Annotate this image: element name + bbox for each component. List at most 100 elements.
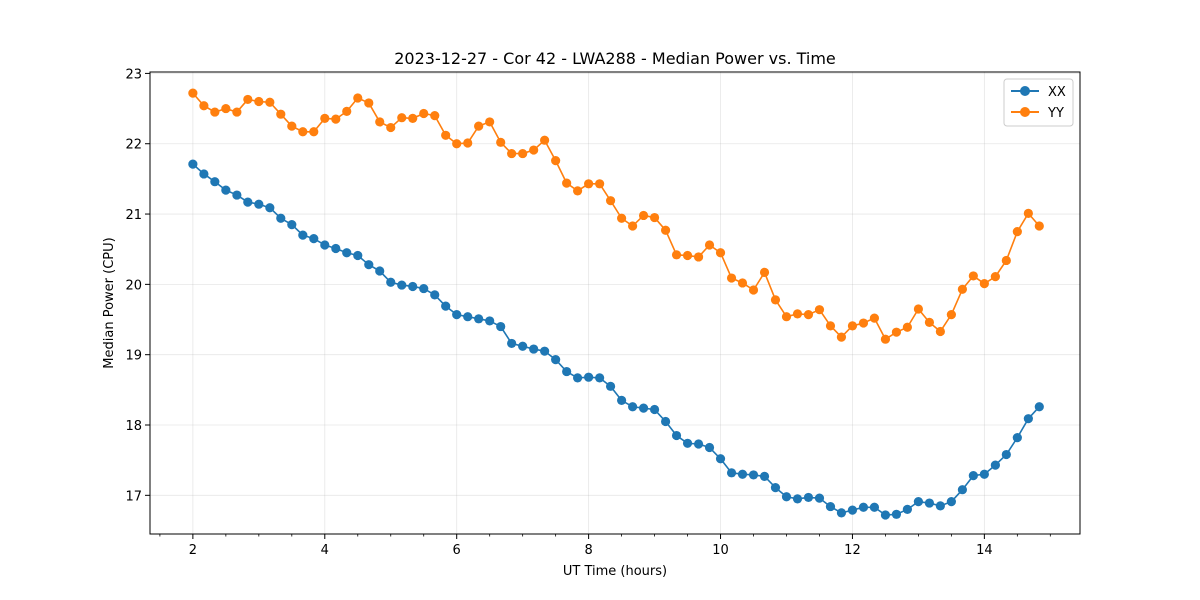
data-point-xx: [1034, 402, 1044, 412]
data-point-yy: [847, 321, 858, 331]
data-point-yy: [671, 250, 682, 260]
x-tick-label: 14: [976, 543, 993, 558]
data-point-xx: [364, 260, 374, 270]
data-point-xx: [968, 471, 978, 481]
data-point-yy: [649, 212, 660, 223]
y-tick-label: 19: [125, 349, 142, 364]
data-point-xx: [825, 501, 836, 512]
data-point-yy: [254, 96, 264, 107]
data-point-yy: [957, 284, 968, 294]
data-point-xx: [419, 283, 429, 294]
data-point-xx: [1012, 433, 1022, 443]
y-tick-label: 22: [125, 138, 142, 153]
data-point-xx: [353, 250, 363, 261]
data-point-xx: [551, 355, 561, 365]
data-point-xx: [869, 502, 880, 512]
data-point-yy: [287, 121, 297, 131]
data-point-xx: [836, 508, 847, 518]
data-point-yy: [375, 117, 385, 127]
data-point-yy: [595, 179, 605, 189]
data-point-yy: [770, 295, 781, 305]
data-point-yy: [232, 107, 242, 117]
data-point-yy: [353, 93, 363, 103]
data-point-xx: [430, 290, 440, 300]
data-point-xx: [342, 248, 352, 258]
data-point-yy: [584, 179, 594, 189]
data-point-yy: [781, 312, 792, 322]
data-point-xx: [814, 493, 825, 503]
data-point-xx: [726, 468, 737, 478]
data-point-xx: [386, 277, 396, 287]
data-point-yy: [792, 309, 803, 319]
data-point-xx: [507, 338, 517, 349]
data-point-yy: [693, 252, 704, 262]
data-point-xx: [496, 321, 506, 332]
data-point-yy: [562, 178, 572, 188]
data-point-yy: [1012, 227, 1022, 237]
data-point-yy: [913, 304, 924, 314]
data-point-xx: [847, 505, 858, 515]
data-point-xx: [693, 439, 704, 449]
data-point-yy: [924, 317, 935, 327]
data-point-xx: [254, 199, 264, 209]
data-point-yy: [573, 186, 583, 196]
data-point-yy: [210, 107, 220, 117]
data-point-yy: [704, 240, 715, 250]
data-point-yy: [386, 122, 396, 133]
data-point-yy: [715, 248, 726, 258]
data-point-xx: [463, 312, 473, 322]
x-tick-label: 6: [453, 543, 461, 558]
data-point-yy: [1001, 255, 1011, 266]
data-point-xx: [792, 494, 803, 504]
data-point-xx: [331, 243, 341, 254]
data-point-xx: [232, 190, 242, 200]
data-point-xx: [682, 438, 693, 448]
data-point-xx: [979, 469, 989, 479]
data-point-xx: [803, 492, 814, 503]
data-point-yy: [364, 98, 374, 108]
legend-label-yy: YY: [1047, 106, 1064, 121]
data-point-yy: [990, 272, 1000, 282]
data-point-xx: [441, 301, 451, 311]
data-point-xx: [1001, 449, 1011, 460]
data-point-xx: [913, 497, 924, 507]
data-point-yy: [759, 267, 770, 278]
x-tick-label: 4: [321, 543, 329, 558]
data-point-xx: [704, 442, 715, 453]
data-point-xx: [891, 509, 902, 519]
x-tick-label: 12: [844, 543, 861, 558]
data-point-xx: [562, 366, 572, 377]
data-point-xx: [265, 203, 275, 213]
grid: [150, 72, 1080, 534]
data-point-xx: [309, 234, 319, 244]
data-point-yy: [979, 279, 989, 289]
data-point-yy: [342, 106, 352, 116]
data-point-xx: [990, 460, 1000, 470]
data-point-yy: [638, 210, 649, 221]
data-point-yy: [188, 88, 198, 98]
data-point-yy: [518, 148, 528, 159]
data-point-xx: [924, 498, 935, 508]
data-point-yy: [419, 108, 429, 119]
data-point-xx: [737, 469, 748, 479]
x-axis-label: UT Time (hours): [563, 564, 667, 579]
data-point-xx: [243, 197, 253, 207]
data-point-yy: [221, 103, 231, 114]
data-point-yy: [331, 114, 341, 124]
x-tick-label: 8: [584, 543, 592, 558]
data-point-xx: [649, 404, 660, 415]
data-point-xx: [452, 310, 462, 320]
data-point-xx: [770, 482, 781, 493]
data-point-yy: [243, 94, 253, 105]
data-point-xx: [397, 280, 407, 290]
data-point-yy: [748, 285, 759, 295]
data-point-yy: [814, 305, 825, 315]
data-point-yy: [276, 109, 286, 119]
data-point-yy: [1034, 221, 1044, 231]
data-point-yy: [485, 117, 495, 127]
data-point-yy: [507, 148, 517, 159]
data-point-xx: [957, 485, 968, 495]
legend: XX YY: [1003, 78, 1074, 127]
data-point-xx: [902, 504, 912, 514]
data-point-yy: [309, 127, 319, 137]
